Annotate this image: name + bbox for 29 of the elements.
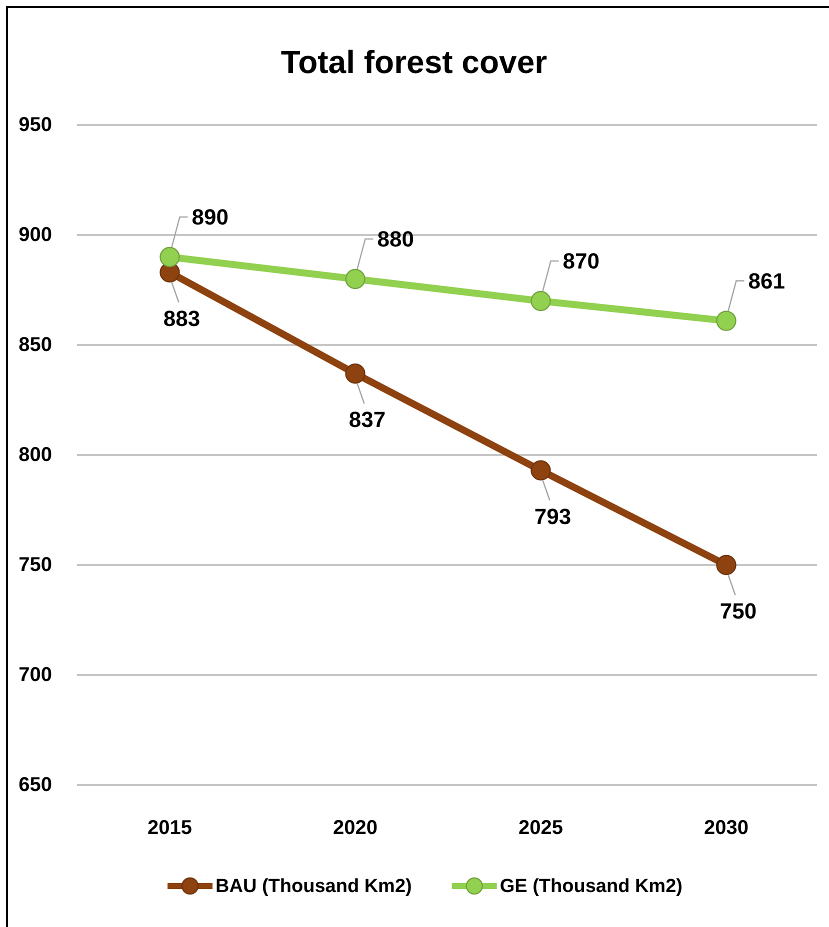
- chart-title: Total forest cover: [280, 44, 548, 80]
- x-tick-label: 2030: [704, 817, 748, 839]
- data-label: 793: [534, 504, 572, 529]
- point: [160, 246, 180, 268]
- data-label: 890: [192, 204, 228, 230]
- point: [716, 310, 736, 331]
- data-label: 837: [348, 407, 386, 432]
- x-tick-label: 2025: [518, 817, 563, 839]
- y-tick-label: 950: [18, 114, 52, 136]
- data-label: 750: [720, 598, 757, 624]
- y-tick-label: 650: [18, 774, 52, 796]
- point: [345, 364, 366, 384]
- point: [530, 290, 551, 312]
- data-label: 861: [748, 268, 785, 294]
- x-tick-label: 2020: [333, 817, 378, 839]
- legend-label: GE (Thousand Km2): [500, 876, 682, 896]
- x-tick-label: 2015: [148, 817, 192, 839]
- y-tick-label: 900: [18, 224, 52, 246]
- legend-label: BAU (Thousand Km2): [216, 876, 412, 896]
- y-tick-label: 700: [18, 664, 52, 686]
- point: [345, 268, 366, 290]
- point: [716, 554, 736, 576]
- data-label: 880: [377, 226, 414, 252]
- y-tick-label: 800: [18, 444, 52, 466]
- y-tick-label: 750: [18, 554, 52, 576]
- point: [530, 460, 551, 480]
- data-label: 883: [163, 306, 200, 331]
- data-label: 870: [562, 248, 600, 274]
- y-tick-label: 850: [18, 334, 52, 356]
